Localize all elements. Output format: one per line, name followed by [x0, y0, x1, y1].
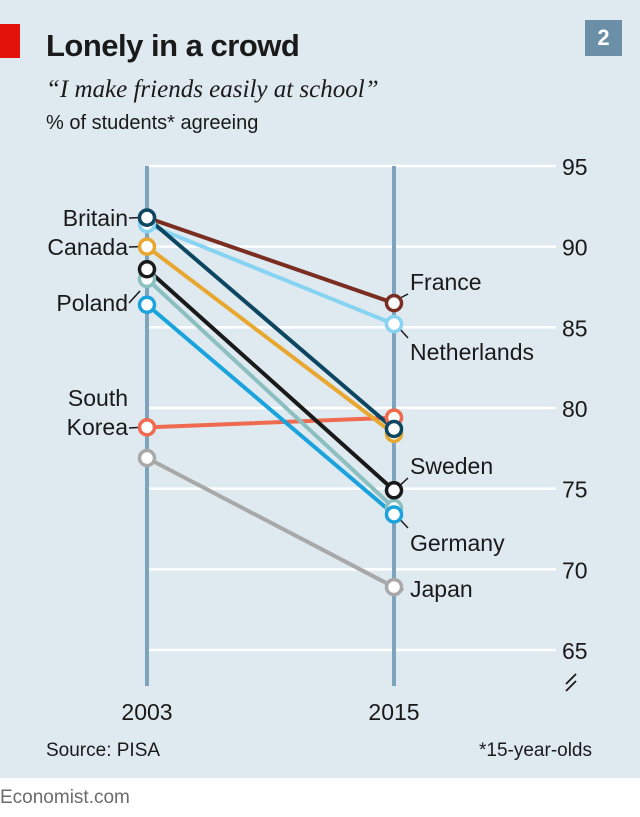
label-right-france: France	[410, 269, 482, 295]
point-britain-2003	[137, 208, 157, 227]
y-tick-label-95: 95	[562, 154, 588, 180]
point-france-2015	[384, 293, 404, 313]
series-line-britain	[145, 215, 396, 431]
point-japan-2015	[384, 577, 404, 597]
y-tick-label-90: 90	[562, 235, 588, 261]
y-axis-label: % of students* agreeing	[46, 112, 259, 134]
point-netherlands-2015	[384, 314, 404, 334]
publisher-credit: Economist.com	[0, 787, 130, 808]
series-line-japan	[145, 456, 396, 590]
series-line-netherlands	[145, 222, 396, 327]
y-tick-label-75: 75	[562, 477, 588, 503]
source-note: Source: PISA	[46, 740, 161, 761]
axis-break-stroke	[565, 673, 577, 692]
point-sweden-2003	[137, 260, 157, 279]
chart-number-badge: 2	[585, 20, 622, 56]
y-tick-label-85: 85	[562, 315, 588, 341]
label-right-germany: Germany	[410, 530, 505, 556]
line-chart: 65 70 75 80 85 90 95 2003 2015 Britain Canada Polan…	[47, 154, 588, 725]
series-line-canada	[145, 244, 396, 436]
y-tick-label-80: 80	[562, 396, 588, 422]
y-tick-label-65: 65	[562, 638, 588, 664]
label-left-britain: Britain	[63, 205, 128, 231]
point-germany-2015	[384, 505, 404, 524]
label-right-sweden: Sweden	[410, 453, 493, 479]
point-japan-2003	[137, 448, 157, 468]
brand-red-tag	[0, 24, 20, 58]
series-line-sweden	[145, 267, 396, 493]
point-sweden-2015	[384, 481, 404, 500]
series-line-france	[145, 215, 396, 306]
label-right-netherlands: Netherlands	[410, 339, 534, 365]
footnote: *15-year-olds	[479, 740, 592, 761]
leader-right-netherlands	[399, 328, 409, 339]
point-south-korea-2003	[137, 418, 157, 437]
label-left-korea: Korea	[67, 414, 129, 440]
label-left-south: South	[68, 385, 128, 411]
label-left-poland: Poland	[56, 290, 128, 316]
leader-left-poland	[128, 290, 141, 304]
x-tick-label-2015: 2015	[368, 699, 419, 725]
point-britain-2015	[384, 419, 404, 439]
series-line-south-korea	[145, 415, 396, 430]
leader-right-germany	[399, 518, 409, 529]
x-tick-label-2003: 2003	[121, 699, 172, 725]
label-left-canada: Canada	[47, 234, 128, 260]
axis-break-icon	[565, 673, 577, 692]
leader-right-france	[399, 293, 409, 299]
chart-panel	[0, 0, 640, 778]
chart-title: Lonely in a crowd	[46, 28, 300, 63]
y-tick-label-70: 70	[562, 557, 588, 583]
point-canada-2003	[137, 237, 157, 256]
point-germany-2003	[137, 295, 157, 314]
series-line-germany	[145, 302, 396, 517]
label-right-japan: Japan	[410, 576, 473, 602]
chart-subtitle: “I make friends easily at school”	[46, 76, 379, 103]
leader-right-sweden	[399, 477, 409, 486]
series-line-poland	[145, 276, 396, 511]
